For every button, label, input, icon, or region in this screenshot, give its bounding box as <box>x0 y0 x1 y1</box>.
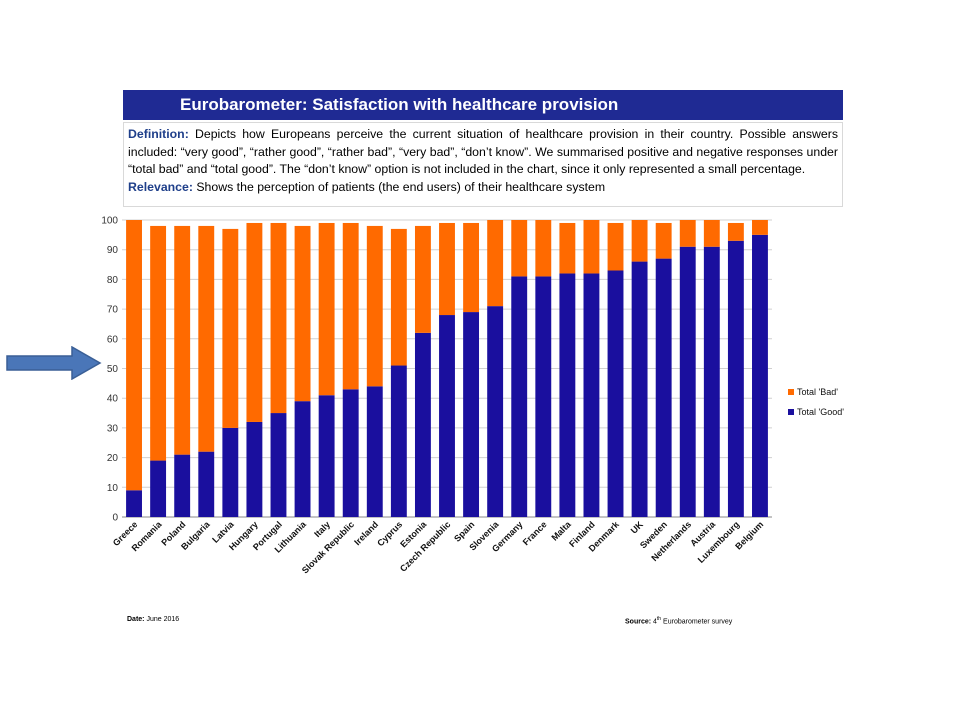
source-label: Source: <box>625 618 652 626</box>
source-superscript: th <box>656 616 662 622</box>
bar <box>366 225 383 387</box>
bar <box>752 220 768 235</box>
bar <box>607 270 624 517</box>
bar <box>270 222 287 414</box>
y-tick-label: 90 <box>107 245 119 256</box>
y-tick-label: 30 <box>107 423 119 434</box>
bar <box>511 220 528 277</box>
bar <box>727 240 744 518</box>
bar <box>294 225 311 402</box>
definition-box: Definition: Depicts how Europeans percei… <box>123 122 843 207</box>
legend-swatch <box>788 389 794 395</box>
bar <box>318 395 335 517</box>
bar <box>366 386 383 517</box>
y-tick-label: 20 <box>107 453 119 464</box>
y-tick-label: 0 <box>112 513 118 524</box>
legend-label: Total 'Bad' <box>797 387 838 397</box>
bar <box>703 220 720 247</box>
bar <box>222 427 239 517</box>
date-label: Date: <box>127 616 145 623</box>
y-tick-label: 80 <box>107 275 119 286</box>
bar <box>463 222 480 313</box>
bar <box>150 225 167 461</box>
bar <box>174 454 191 517</box>
bar <box>294 401 311 517</box>
relevance-label: Relevance: <box>128 179 193 194</box>
source-text: Eurobarometer survey <box>663 618 733 626</box>
x-tick-label: UK <box>629 519 646 536</box>
bar <box>631 220 648 262</box>
footer-source: Source: 4th Eurobarometer survey <box>625 616 732 625</box>
source-number: 4 <box>653 618 657 626</box>
bar <box>342 222 359 390</box>
bar <box>727 222 744 241</box>
y-tick-label: 60 <box>107 334 119 345</box>
bar <box>414 225 431 333</box>
bar <box>511 276 528 517</box>
bar <box>390 365 407 517</box>
bar <box>222 228 239 428</box>
bar <box>150 460 167 517</box>
x-tick-label: Italy <box>312 519 332 539</box>
bar <box>535 276 552 517</box>
bar <box>174 225 191 455</box>
page-title: Eurobarometer: Satisfaction with healthc… <box>180 95 619 114</box>
bar <box>631 261 648 517</box>
bar <box>246 222 263 422</box>
bar <box>583 220 600 274</box>
arrow-right-icon <box>6 346 102 380</box>
bar <box>487 306 504 517</box>
bar <box>414 332 431 517</box>
chart-title-bar: Eurobarometer: Satisfaction with healthc… <box>123 90 843 120</box>
bar <box>655 222 672 259</box>
definition-text: Depicts how Europeans perceive the curre… <box>128 127 838 176</box>
bar <box>246 421 263 517</box>
y-tick-label: 10 <box>107 483 119 494</box>
bar <box>607 222 624 271</box>
footer-date: Date: June 2016 <box>127 616 179 623</box>
bar <box>439 222 455 316</box>
legend-label: Total 'Good' <box>797 407 844 417</box>
bar <box>318 222 335 396</box>
relevance-text: Shows the perception of patients (the en… <box>196 179 606 194</box>
bar <box>655 258 672 517</box>
y-tick-label: 70 <box>107 305 119 316</box>
bar <box>198 225 215 452</box>
bar <box>679 220 696 247</box>
x-tick-label: France <box>521 519 549 547</box>
bar <box>559 222 576 274</box>
bar <box>487 220 504 307</box>
bar <box>342 389 359 517</box>
bar <box>559 273 576 517</box>
bar <box>390 228 407 366</box>
bar <box>126 490 142 517</box>
bar <box>703 246 720 518</box>
y-tick-label: 40 <box>107 394 119 405</box>
date-value: June 2016 <box>146 616 180 623</box>
bar <box>198 451 215 517</box>
y-tick-label: 50 <box>107 364 119 375</box>
y-tick-label: 100 <box>101 216 118 227</box>
bar <box>583 273 600 517</box>
definition-label: Definition: <box>128 127 189 141</box>
bar <box>535 220 552 277</box>
bar <box>463 312 480 517</box>
bar <box>679 246 696 518</box>
bar <box>752 234 768 517</box>
legend-swatch <box>788 409 794 415</box>
bar <box>439 315 455 517</box>
bar <box>126 220 142 491</box>
bar <box>270 413 287 517</box>
